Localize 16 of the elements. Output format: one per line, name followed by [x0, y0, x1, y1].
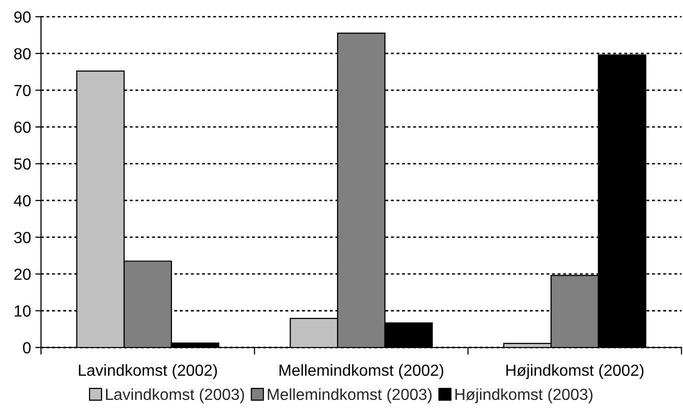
y-tick-label: 10: [14, 305, 31, 317]
y-tick-label: 70: [14, 84, 31, 96]
x-tick-label: Højindkomst (2002): [506, 364, 644, 380]
x-tick-label: Mellemindkomst (2002): [280, 364, 444, 380]
legend-label: Højindkomst (2003): [455, 388, 592, 404]
y-tick-label: 40: [14, 195, 31, 206]
y-tick-label: 50: [14, 158, 31, 170]
y-tick-label: 60: [14, 122, 31, 133]
y-tick-label: 90: [14, 11, 31, 23]
y-tick-label: 0: [23, 342, 31, 354]
legend-label: Lavindkomst (2003): [106, 388, 244, 404]
y-tick-label: 80: [14, 48, 31, 60]
y-tick-label: 30: [14, 232, 31, 244]
legend-label: Mellemindkomst (2003): [268, 388, 432, 404]
x-tick-label: Lavindkomst (2002): [78, 364, 217, 380]
y-tick-label: 20: [14, 268, 31, 280]
